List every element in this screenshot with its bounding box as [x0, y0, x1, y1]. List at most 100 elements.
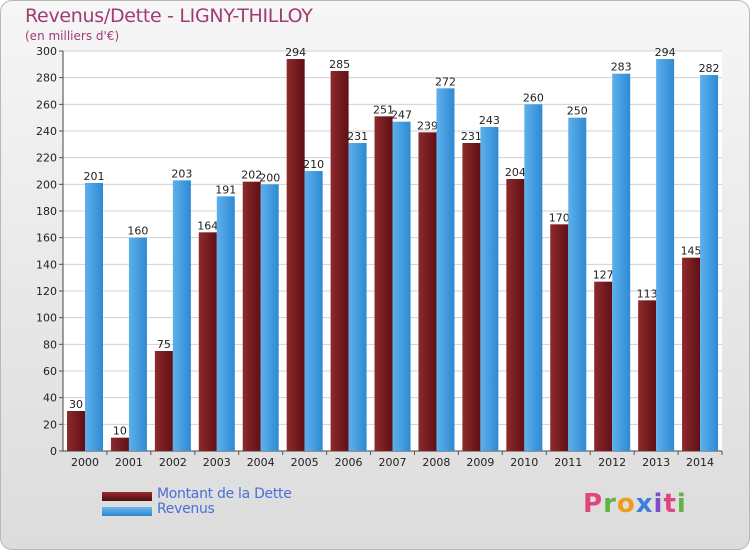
chart-title: Revenus/Dette - LIGNY-THILLOY	[25, 5, 313, 27]
bar	[242, 181, 261, 451]
data-label: 204	[505, 166, 526, 179]
data-label: 231	[461, 130, 482, 143]
data-label: 247	[391, 109, 412, 122]
y-tick-label: 240	[36, 125, 57, 138]
bar	[436, 88, 455, 451]
y-tick-label: 60	[43, 365, 57, 378]
legend-label-dette: Montant de la Dette	[157, 486, 292, 502]
bar	[506, 179, 525, 451]
data-label: 201	[84, 170, 105, 183]
data-label: 202	[241, 169, 262, 182]
bar	[700, 75, 719, 451]
data-label: 251	[373, 103, 394, 116]
data-label: 30	[69, 398, 83, 411]
x-tick-label: 2002	[159, 456, 187, 469]
data-label: 170	[549, 211, 570, 224]
bar	[612, 73, 631, 452]
bar	[198, 232, 217, 451]
bar	[480, 127, 499, 451]
bar	[392, 121, 411, 452]
data-label: 231	[347, 130, 368, 143]
x-tick-label: 2001	[115, 456, 143, 469]
logo-letter: o	[616, 489, 636, 519]
bar	[638, 300, 657, 451]
data-label: 283	[611, 61, 632, 74]
bar	[550, 224, 569, 451]
bar	[260, 184, 279, 452]
proxiti-logo: Proxiti	[583, 489, 687, 519]
data-label: 260	[523, 91, 544, 104]
x-tick-label: 2006	[335, 456, 363, 469]
y-tick-label: 280	[36, 72, 57, 85]
data-label: 243	[479, 114, 500, 127]
y-tick-label: 40	[43, 392, 57, 405]
chart-subtitle: (en milliers d'€)	[25, 29, 120, 43]
legend-swatch-revenus	[102, 507, 152, 516]
y-tick-label: 300	[36, 45, 57, 58]
data-label: 285	[329, 58, 350, 71]
bar	[656, 59, 675, 451]
y-tick-label: 260	[36, 98, 57, 111]
x-tick-label: 2009	[466, 456, 494, 469]
bar	[682, 257, 701, 451]
bar	[67, 411, 85, 451]
bar	[286, 59, 305, 451]
y-tick-label: 20	[43, 418, 57, 431]
logo-letter: r	[603, 489, 617, 519]
y-tick-label: 80	[43, 338, 57, 351]
x-tick-label: 2010	[510, 456, 538, 469]
data-label: 164	[197, 219, 218, 232]
x-tick-label: 2008	[422, 456, 450, 469]
bar	[374, 116, 393, 451]
y-tick-label: 220	[36, 152, 57, 165]
logo-letter: P	[583, 489, 604, 519]
data-label: 113	[637, 287, 658, 300]
y-tick-label: 160	[36, 232, 57, 245]
bar	[128, 237, 147, 451]
data-label: 200	[259, 171, 280, 184]
y-tick-label: 180	[36, 205, 57, 218]
logo-letter: i	[653, 489, 664, 519]
data-label: 282	[699, 62, 720, 75]
x-tick-label: 2012	[598, 456, 626, 469]
bar	[304, 171, 323, 451]
x-tick-label: 2014	[686, 456, 714, 469]
data-label: 10	[113, 425, 127, 438]
x-tick-label: 2003	[203, 456, 231, 469]
bar	[172, 180, 191, 452]
logo-letter: x	[635, 489, 654, 519]
bar	[330, 71, 349, 451]
data-label: 250	[567, 105, 588, 118]
bar	[216, 196, 235, 451]
y-tick-label: 200	[36, 178, 57, 191]
bar	[348, 143, 367, 451]
data-label: 272	[435, 75, 456, 88]
data-label: 145	[681, 245, 702, 258]
x-tick-label: 2004	[247, 456, 275, 469]
data-label: 127	[593, 269, 614, 282]
bar	[85, 183, 103, 451]
bar	[568, 117, 587, 452]
data-label: 191	[215, 183, 236, 196]
bar	[110, 437, 129, 451]
legend-label-revenus: Revenus	[157, 501, 215, 517]
data-label: 294	[655, 46, 676, 59]
x-tick-label: 2000	[71, 456, 99, 469]
logo-letter: i	[676, 489, 687, 519]
bar	[154, 351, 173, 451]
data-label: 75	[157, 338, 171, 351]
legend-swatch-dette	[102, 492, 152, 501]
data-label: 210	[303, 158, 324, 171]
data-label: 239	[417, 119, 438, 132]
bar	[594, 281, 613, 451]
y-tick-label: 100	[36, 312, 57, 325]
bar	[524, 104, 543, 451]
x-tick-label: 2007	[379, 456, 407, 469]
data-label: 294	[285, 46, 306, 59]
y-tick-label: 120	[36, 285, 57, 298]
data-label: 160	[127, 225, 148, 238]
logo-letter: t	[663, 489, 677, 519]
bar	[418, 132, 437, 452]
